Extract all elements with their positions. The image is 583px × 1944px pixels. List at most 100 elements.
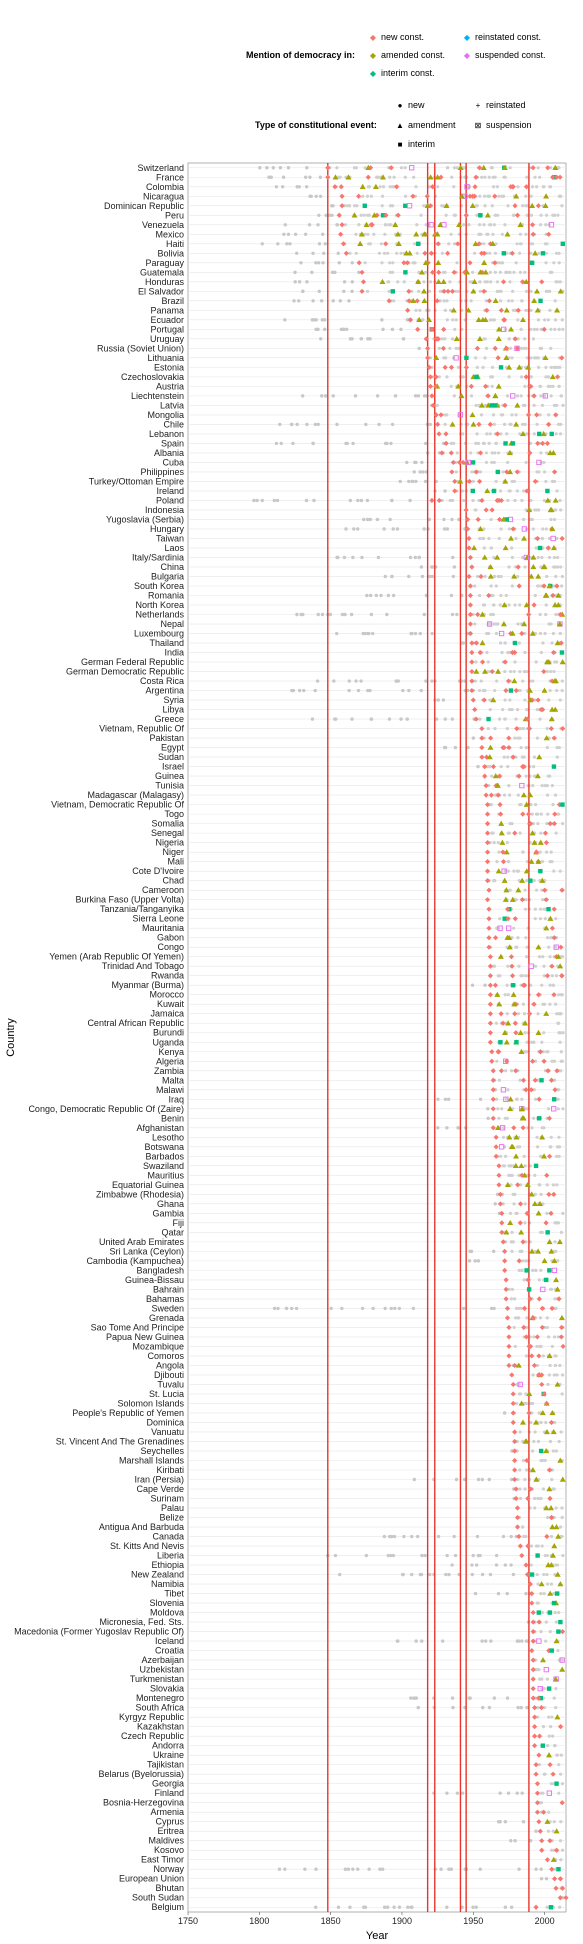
history-event-marker [332, 679, 336, 683]
legend-key-icon: ◆ [369, 51, 377, 60]
history-event-marker [312, 318, 316, 322]
legend-label: suspension [486, 120, 532, 130]
history-event-marker [495, 1097, 499, 1101]
history-event-marker [500, 1107, 504, 1111]
new-const-point [521, 1324, 527, 1331]
history-event-marker [267, 175, 271, 179]
history-event-marker [540, 784, 544, 788]
history-event-marker [476, 1259, 481, 1263]
history-event-marker [393, 394, 398, 398]
interim-const-point [551, 1600, 557, 1606]
history-event-marker [549, 327, 553, 331]
history-event-marker [539, 1496, 543, 1501]
history-event-marker [290, 688, 294, 693]
history-event-marker [413, 394, 418, 398]
suspended-const-point [553, 944, 559, 950]
history-event-marker [449, 308, 453, 312]
history-event-marker [507, 299, 511, 303]
history-event-marker [460, 489, 464, 493]
history-event-marker [489, 223, 493, 227]
amended-const-point [555, 1533, 562, 1539]
history-event-marker [540, 1544, 544, 1548]
new-const-point [365, 174, 371, 180]
interim-const-point [528, 878, 533, 883]
country-label: Eritrea [157, 1826, 184, 1836]
history-event-marker [366, 213, 370, 217]
suspended-const-point [457, 412, 464, 418]
suspended-const-point [551, 1267, 558, 1274]
history-event-marker [369, 612, 374, 617]
history-event-marker [330, 270, 335, 275]
new-const-point [530, 1657, 536, 1663]
new-const-point [493, 1144, 499, 1150]
new-const-point [448, 450, 454, 456]
new-const-point [530, 1686, 536, 1692]
history-event-marker [380, 194, 385, 198]
history-event-marker [512, 1202, 516, 1206]
amended-const-point [458, 392, 465, 399]
history-event-marker [556, 1107, 560, 1111]
history-event-marker [559, 1753, 563, 1757]
amended-const-point [547, 915, 554, 921]
history-event-marker [260, 242, 264, 246]
history-event-marker [486, 660, 490, 664]
history-event-marker [487, 441, 491, 446]
history-event-marker [443, 717, 447, 721]
history-event-marker [356, 688, 361, 693]
history-event-marker [333, 717, 337, 721]
history-event-marker [322, 251, 326, 256]
new-const-point [516, 1533, 522, 1540]
history-event-marker [481, 365, 485, 369]
amended-const-point [440, 278, 447, 285]
history-event-marker [518, 432, 522, 436]
new-const-point [510, 526, 516, 532]
new-const-point [559, 1800, 565, 1806]
suspended-const-point [498, 630, 505, 637]
history-event-marker [482, 546, 486, 550]
history-event-marker [512, 869, 516, 873]
history-event-marker [496, 841, 500, 845]
suspended-const-point [500, 1087, 507, 1093]
history-event-marker [487, 1705, 492, 1710]
history-event-marker [507, 603, 511, 607]
suspended-const-point [517, 1381, 523, 1388]
history-event-marker [542, 1706, 547, 1710]
history-event-marker [476, 441, 481, 446]
history-event-marker [499, 413, 504, 417]
amended-const-point [392, 221, 399, 227]
history-event-marker [495, 289, 499, 293]
country-label: Norway [153, 1864, 184, 1874]
new-const-point [435, 336, 441, 342]
amended-const-point [506, 364, 513, 370]
country-label: Angola [156, 1360, 184, 1370]
history-event-marker [407, 574, 411, 579]
history-event-marker [560, 584, 564, 588]
amended-const-point [495, 335, 502, 342]
amended-const-point [526, 687, 533, 693]
new-const-point [529, 1648, 535, 1654]
suspended-const-point [553, 1676, 559, 1682]
amended-const-point [548, 1248, 555, 1254]
new-const-point [543, 1220, 549, 1226]
amended-const-point [523, 868, 530, 874]
amended-const-point [529, 1466, 536, 1473]
suspended-const-point [536, 1638, 542, 1644]
new-const-point [530, 1667, 536, 1673]
new-const-point [522, 982, 528, 988]
new-const-point [383, 212, 389, 218]
history-event-marker [557, 1145, 562, 1149]
interim-const-point [547, 1610, 553, 1615]
new-const-point [541, 668, 547, 675]
country-label: Bolivia [157, 248, 184, 258]
history-event-marker [303, 232, 308, 236]
new-const-point [551, 935, 557, 941]
amended-const-point [542, 202, 549, 208]
amended-const-point [554, 1714, 561, 1720]
interim-const-point [551, 764, 557, 769]
history-event-marker [557, 1135, 561, 1139]
interim-const-point [498, 365, 504, 370]
amended-const-point [557, 1457, 564, 1463]
new-const-point [487, 982, 493, 988]
new-const-point [524, 1571, 531, 1578]
history-event-marker [538, 850, 542, 854]
